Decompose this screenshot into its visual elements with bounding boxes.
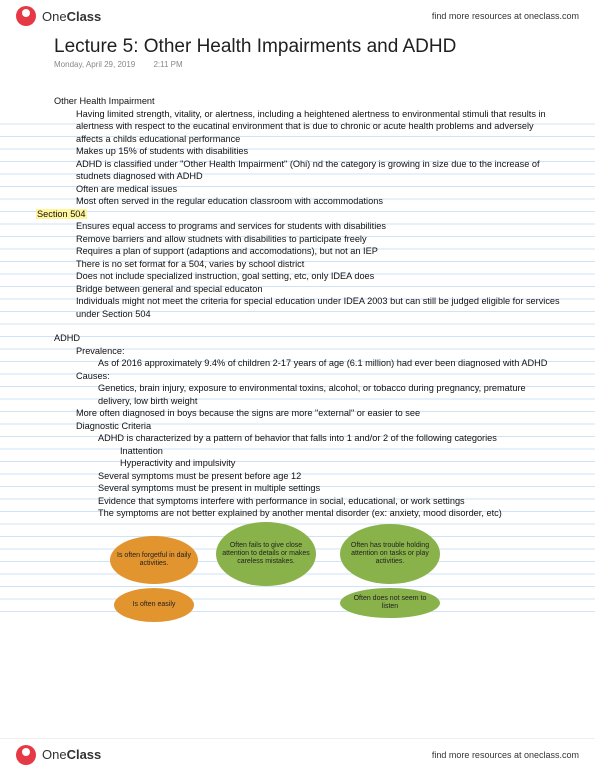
adhd-criteria-sub: Inattention [120,445,561,458]
adhd-criteria-line: Several symptoms must be present in mult… [98,482,561,495]
bubble-careless-mistakes: Often fails to give close attention to d… [216,522,316,586]
brand: OneClass [16,745,101,765]
bubble-does-not-listen: Often does not seem to listen [340,588,440,618]
s504-line: There is no set format for a 504, varies… [76,258,561,271]
brand-left: One [42,747,67,762]
adhd-prevalence-label: Prevalence: [76,345,561,358]
bubble-holding-attention: Often has trouble holding attention on t… [340,524,440,584]
spacer [54,320,561,332]
s504-line: Ensures equal access to programs and ser… [76,220,561,233]
brand-logo-icon [16,6,36,26]
ohi-line: Often are medical issues [76,183,561,196]
section-504-heading: Section 504 [36,208,561,221]
adhd-criteria-line: Several symptoms must be present before … [98,470,561,483]
note-meta: Monday, April 29, 2019 2:11 PM [54,60,561,69]
adhd-criteria-line: The symptoms are not better explained by… [98,507,561,520]
adhd-prevalence-text: As of 2016 approximately 9.4% of childre… [98,357,561,370]
s504-line: Remove barriers and allow studnets with … [76,233,561,246]
brand-text: OneClass [42,9,101,24]
section-504-highlight: Section 504 [36,209,87,219]
brand: OneClass [16,6,101,26]
adhd-criteria-line: ADHD is characterized by a pattern of be… [98,432,561,445]
brand-left: One [42,9,67,24]
brand-right: Class [67,9,102,24]
bubble-forgetful: Is often forgetful in daily activities. [110,536,198,584]
s504-line: Does not include specialized instruction… [76,270,561,283]
ohi-line: Most often served in the regular educati… [76,195,561,208]
adhd-causes-text: Genetics, brain injury, exposure to envi… [98,382,561,407]
bubble-easily-distracted: Is often easily [114,588,194,622]
ohi-line: Makes up 15% of students with disabiliti… [76,145,561,158]
brand-text: OneClass [42,747,101,762]
brand-right: Class [67,747,102,762]
adhd-causes-label: Causes: [76,370,561,383]
page: Lecture 5: Other Health Impairments and … [0,32,595,616]
note-time: 2:11 PM [153,60,182,69]
adhd-criteria-line: Evidence that symptoms interfere with pe… [98,495,561,508]
adhd-causes-note: More often diagnosed in boys because the… [76,407,561,420]
adhd-criteria-label: Diagnostic Criteria [76,420,561,433]
note-date: Monday, April 29, 2019 [54,60,135,69]
adhd-heading: ADHD [54,332,561,345]
resources-link-bottom[interactable]: find more resources at oneclass.com [432,750,579,760]
ohi-line: Having limited strength, vitality, or al… [76,108,561,146]
s504-line: Requires a plan of support (adaptions an… [76,245,561,258]
brand-logo-icon [16,745,36,765]
s504-line: Bridge between general and special educa… [76,283,561,296]
bottom-watermark-bar: OneClass find more resources at oneclass… [0,738,595,770]
adhd-symptom-diagram: Is often forgetful in daily activities. … [64,526,561,616]
top-watermark-bar: OneClass find more resources at oneclass… [0,0,595,32]
ohi-line: ADHD is classified under "Other Health I… [76,158,561,183]
adhd-criteria-sub: Hyperactivity and impulsivity [120,457,561,470]
ohi-heading: Other Health Impairment [54,95,561,108]
s504-line: Individuals might not meet the criteria … [76,295,561,320]
page-title: Lecture 5: Other Health Impairments and … [54,36,561,58]
resources-link-top[interactable]: find more resources at oneclass.com [432,11,579,21]
content: Lecture 5: Other Health Impairments and … [54,36,561,616]
